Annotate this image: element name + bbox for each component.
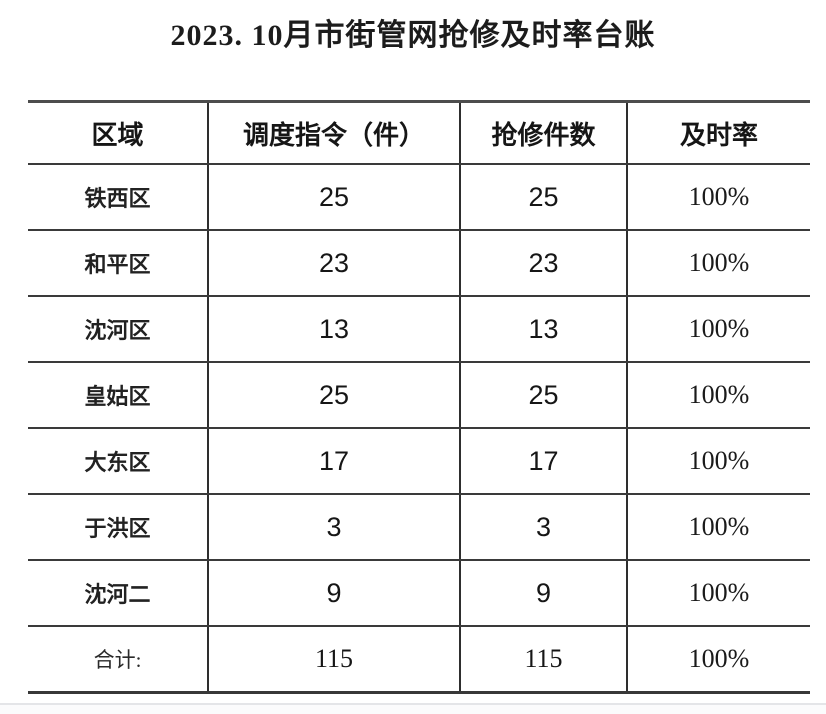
cell-rate: 100% bbox=[626, 494, 810, 561]
cell-dispatch: 13 bbox=[207, 296, 460, 363]
repair-ledger-table: 区域 调度指令（件） 抢修件数 及时率 铁西区 25 25 100% 和平区 2… bbox=[28, 100, 810, 694]
cell-region: 于洪区 bbox=[28, 494, 208, 561]
page-title: 2023. 10月市街管网抢修及时率台账 bbox=[170, 19, 656, 52]
cell-repairs: 13 bbox=[459, 296, 627, 363]
header-cell-rate: 及时率 bbox=[626, 101, 810, 165]
cell-region: 铁西区 bbox=[28, 164, 208, 231]
header-cell-repairs: 抢修件数 bbox=[459, 101, 627, 165]
table-row: 铁西区 25 25 100% bbox=[28, 164, 810, 231]
cell-total-label: 合计: bbox=[93, 648, 142, 672]
cell-total-dispatch: 115 bbox=[207, 626, 460, 693]
cell-repairs: 25 bbox=[459, 362, 627, 429]
cell-repairs: 17 bbox=[459, 428, 627, 495]
page-bottom-edge bbox=[0, 703, 826, 705]
cell-region: 皇姑区 bbox=[28, 362, 208, 429]
table-header-row: 区域 调度指令（件） 抢修件数 及时率 bbox=[28, 101, 810, 165]
cell-dispatch: 23 bbox=[207, 230, 460, 297]
cell-repairs: 25 bbox=[459, 164, 627, 231]
header-cell-region: 区域 bbox=[28, 101, 208, 165]
cell-dispatch: 25 bbox=[207, 164, 460, 231]
cell-repairs: 9 bbox=[459, 560, 627, 627]
table-total-row: 合计: 115 115 100% bbox=[28, 626, 810, 693]
below-page-background bbox=[0, 705, 826, 714]
table-row: 和平区 23 23 100% bbox=[28, 230, 810, 297]
cell-repairs: 3 bbox=[459, 494, 627, 561]
cell-rate: 100% bbox=[626, 296, 810, 363]
table-row: 沈河区 13 13 100% bbox=[28, 296, 810, 363]
table-row: 大东区 17 17 100% bbox=[28, 428, 810, 495]
cell-rate: 100% bbox=[626, 164, 810, 231]
table-row: 于洪区 3 3 100% bbox=[28, 494, 810, 561]
cell-dispatch: 25 bbox=[207, 362, 460, 429]
cell-rate: 100% bbox=[626, 560, 810, 627]
cell-total-repairs: 115 bbox=[459, 626, 627, 693]
cell-dispatch: 3 bbox=[207, 494, 460, 561]
cell-region: 沈河二 bbox=[28, 560, 208, 627]
cell-rate: 100% bbox=[626, 362, 810, 429]
cell-region: 沈河区 bbox=[28, 296, 208, 363]
header-cell-dispatch: 调度指令（件） bbox=[207, 101, 460, 165]
table-row: 沈河二 9 9 100% bbox=[28, 560, 810, 627]
cell-rate: 100% bbox=[626, 428, 810, 495]
cell-dispatch: 9 bbox=[207, 560, 460, 627]
cell-rate: 100% bbox=[626, 230, 810, 297]
cell-total-rate: 100% bbox=[626, 626, 810, 693]
cell-dispatch: 17 bbox=[207, 428, 460, 495]
cell-repairs: 23 bbox=[459, 230, 627, 297]
table-row: 皇姑区 25 25 100% bbox=[28, 362, 810, 429]
cell-region: 和平区 bbox=[28, 230, 208, 297]
cell-region: 大东区 bbox=[28, 428, 208, 495]
